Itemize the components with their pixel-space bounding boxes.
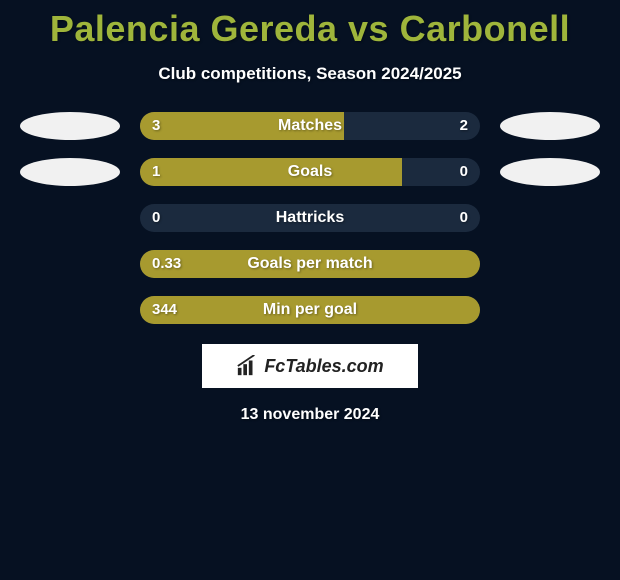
chart-icon [236,355,258,377]
left-ellipse [20,112,120,140]
stat-rows: 3 Matches 2 1 Goals 0 0 Hattri [0,112,620,324]
stat-value-right: 0 [460,204,468,232]
brand-text: FcTables.com [264,356,383,377]
stat-bar: 0.33 Goals per match [140,250,480,278]
right-ellipse [500,112,600,140]
stat-row: 0 Hattricks 0 [0,204,620,232]
stat-row: 0.33 Goals per match [0,250,620,278]
stat-value-right: 0 [460,158,468,186]
footer-date: 13 november 2024 [0,406,620,424]
stat-label: Hattricks [140,204,480,232]
stat-label: Goals per match [140,250,480,278]
stat-row: 3 Matches 2 [0,112,620,140]
stat-label: Min per goal [140,296,480,324]
stat-bar: 0 Hattricks 0 [140,204,480,232]
right-ellipse [500,158,600,186]
brand-box[interactable]: FcTables.com [202,344,418,388]
stat-bar: 3 Matches 2 [140,112,480,140]
stat-label: Goals [140,158,480,186]
stat-label: Matches [140,112,480,140]
stat-row: 1 Goals 0 [0,158,620,186]
stat-row: 344 Min per goal [0,296,620,324]
stat-bar: 1 Goals 0 [140,158,480,186]
page-title: Palencia Gereda vs Carbonell [0,0,620,50]
page-subtitle: Club competitions, Season 2024/2025 [0,64,620,84]
stat-bar: 344 Min per goal [140,296,480,324]
stat-value-right: 2 [460,112,468,140]
comparison-card: Palencia Gereda vs Carbonell Club compet… [0,0,620,580]
left-ellipse [20,158,120,186]
